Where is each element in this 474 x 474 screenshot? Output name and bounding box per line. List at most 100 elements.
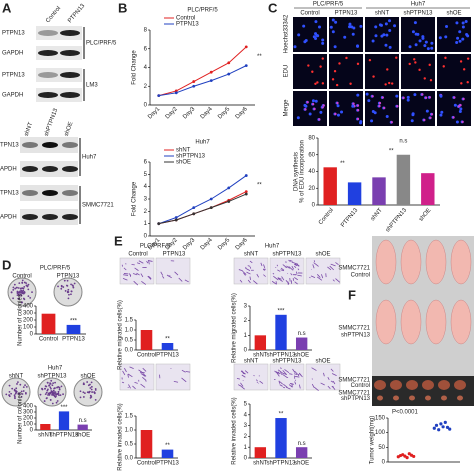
tumor [422,380,434,390]
cell [123,274,129,276]
cell [272,272,275,275]
colony [63,279,66,282]
legend-label: Control [176,16,195,22]
cell [329,265,334,271]
cell [263,264,266,269]
cell [292,368,296,373]
group-label: PLC/PRF/5 [313,2,344,8]
transwell-image [305,257,341,285]
nucleus [348,22,352,26]
cell [247,279,251,284]
cell [284,266,288,269]
point [174,91,178,95]
transwell-image [305,363,341,391]
nucleus [356,93,360,97]
edu-dot [390,121,393,124]
edu-dot [335,83,339,87]
mouse [375,239,397,285]
bar [40,424,51,430]
bar [161,449,174,458]
nucleus [408,45,412,49]
tumor [454,380,466,390]
cell [288,384,293,388]
bar [140,330,153,350]
edu-dot [428,63,431,67]
cell [174,271,179,276]
y-axis-label: DNA synthesis [294,152,300,191]
edu-dot [414,61,417,64]
group-label: Huh7 [411,2,426,8]
nucleus [311,99,315,103]
colony [8,395,11,398]
transwell-image [155,257,191,285]
colony [50,379,53,382]
cell [134,381,138,384]
blot-row: GAPDH [2,51,23,57]
cell [240,382,244,387]
cell [249,260,253,264]
y-axis-label: Fold Change [132,50,138,85]
blot-strip [36,46,82,60]
nucleus [373,111,377,115]
colony [45,391,48,394]
y-tick-label: 300 [23,311,34,317]
blot-row: TPN13 [0,143,19,149]
edu-dot [423,77,426,80]
cell [294,370,299,375]
colony [54,387,56,389]
cell [148,275,152,279]
annotation: n.s [399,138,407,144]
micrograph [365,17,399,52]
annotation: *** [277,308,285,314]
colony [12,288,15,291]
nucleus [455,21,459,25]
cell [311,383,315,388]
bar [161,343,174,350]
cell [260,262,263,267]
edu-dot [429,116,432,120]
cell [246,271,251,275]
tumor [457,395,463,401]
colony [11,387,14,390]
cell [332,279,335,282]
cell [294,263,298,267]
cell [289,383,294,385]
cell [133,280,139,286]
colony [60,285,63,288]
mouse [450,239,472,285]
cell [240,370,246,375]
colony [56,392,58,395]
x-tick-label: shOE [418,207,432,222]
y-axis-label: Relative invaded cells(%) [232,397,238,464]
cell [280,269,285,272]
legend-label: shNT [176,148,191,154]
cell [313,386,319,391]
transwell-image [269,257,305,285]
cell [277,369,284,374]
edu-dot [423,118,426,122]
colony [24,384,26,387]
cell [166,274,172,279]
y-tick-label: 3 [244,423,248,429]
nucleus [425,109,429,113]
nucleus [329,25,333,29]
cell [321,274,324,279]
colony [43,400,46,402]
legend-label: shOE [176,160,191,166]
cell [241,374,246,378]
transwell-image [119,363,155,391]
colony [10,291,13,294]
row-label: Hoechst33342 [284,14,290,53]
nucleus [340,110,344,114]
point [227,186,231,190]
y-tick-label: 0 [312,203,316,209]
colony [87,384,90,387]
colony [82,396,85,398]
cell [138,260,144,264]
nucleus [388,19,392,23]
cell [279,384,283,387]
x-tick-label: shPTPN13 [49,433,79,439]
cell [331,373,337,377]
row-label: EDU [284,65,290,78]
annotation: n.s [298,441,306,447]
